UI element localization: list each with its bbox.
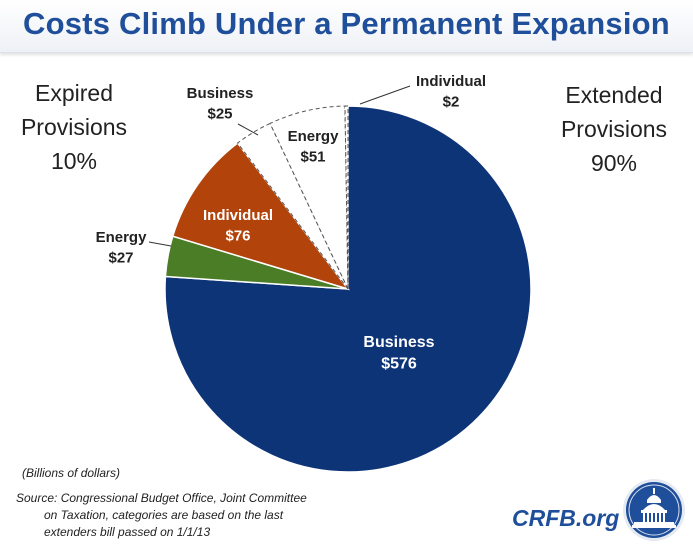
extended-pct: 90% [590, 150, 638, 176]
pie-slice-individual-76 [171, 141, 350, 291]
chart-title: Costs Climb Under a Permanent Expansion [23, 6, 670, 41]
leader-lines [148, 85, 411, 247]
slice-labels: Business $576 Energy $27 Individual $76 Busine… [96, 73, 486, 373]
slice-label-business-576: Business $576 [363, 334, 434, 373]
slice-label-energy-51: Energy $51 [288, 128, 340, 165]
source-line3: extenders bill passed on 1/1/13 [44, 525, 211, 539]
slice-label-individual-76: Individual $76 [203, 207, 273, 244]
expired-pct: 10% [50, 148, 98, 174]
expired-provisions-label: Expired Provisions 10% [14, 76, 134, 178]
expired-line2: Provisions [20, 114, 128, 140]
source-line1: Source: Congressional Budget Office, Joi… [16, 491, 307, 505]
slice-label-business-25: Business $25 [187, 85, 254, 122]
leader-line-energy-27 [148, 241, 172, 247]
pie-slice-individual-2 [344, 105, 349, 290]
capitol-dome-seal-icon [623, 479, 685, 541]
source-line2: on Taxation, categories are based on the… [44, 508, 284, 522]
expired-line1: Expired [35, 80, 113, 106]
title-bar: Costs Climb Under a Permanent Expansion [0, 0, 693, 53]
pie-slices [164, 105, 532, 473]
slice-label-individual-2: Individual $2 [416, 73, 486, 110]
source-note: Source: Congressional Budget Office, Joi… [16, 490, 356, 541]
pie-slice-business-576 [164, 105, 532, 473]
slice-label-energy-27: Energy $27 [96, 229, 148, 266]
brand-link[interactable]: CRFB.org [512, 505, 620, 531]
unit-note: (Billions of dollars) [22, 466, 121, 480]
leader-line-individual-2 [359, 85, 411, 105]
extended-line2: Provisions [560, 116, 668, 142]
extended-provisions-label: Extended Provisions 90% [552, 78, 676, 180]
extended-line1: Extended [565, 82, 663, 108]
leader-line-business-25 [237, 123, 259, 136]
